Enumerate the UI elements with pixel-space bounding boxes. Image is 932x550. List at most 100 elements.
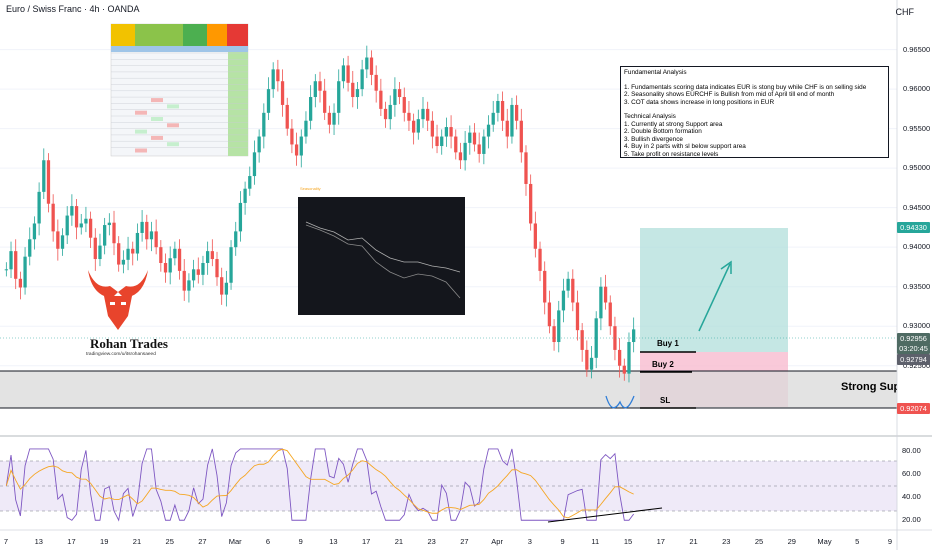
candle-body [383,108,388,120]
table-cell [151,98,163,103]
candle-body [229,247,233,283]
candle-body [369,57,374,75]
candle-body [617,349,622,366]
rsi-series [5,448,635,522]
chart-title: Euro / Swiss Franc · 4h · OANDA [6,4,140,14]
candle-body [14,251,18,279]
candle-body [393,89,397,105]
candle-body [42,160,46,192]
date-tick-label: 25 [754,537,764,546]
candle-body [346,65,350,83]
support-label: Strong Support [841,381,897,393]
date-tick-label: 21 [689,537,698,546]
candle-body [486,124,491,137]
seasonality-caption: Seasonality [300,186,321,191]
candle-body [149,231,154,240]
candle-body [173,248,177,259]
candle-body [140,221,144,233]
candle-body [18,278,23,288]
table-cell [151,135,163,140]
currency-label: CHF [895,7,915,17]
date-tick-label: 9 [298,537,303,546]
candle-body [65,215,69,236]
candle-body [491,112,495,125]
candle-body [365,57,369,70]
candle-body [182,270,186,291]
candle-body [234,231,238,248]
candle-body [622,365,626,374]
candle-body [210,251,214,260]
candle-body [112,222,116,244]
price-tick-label: 0.94500 [903,202,931,212]
date-tick-label: 29 [787,537,796,546]
candle-body [107,222,111,226]
candle-body [60,235,65,249]
candle-body [458,152,463,161]
support-zone [0,371,897,408]
fundamentals-table-image [110,23,249,157]
candle-body [4,269,8,271]
date-tick-label: 15 [623,537,633,546]
date-tick-label: 13 [34,537,43,546]
candle-body [449,127,453,137]
candle-body [280,81,285,105]
candle-body [594,318,598,358]
date-tick-label: 11 [591,537,600,546]
fundamental-item: 2. Seasonality shows EURCHF is Bullish f… [624,91,835,98]
technical-item: 1. Currently at strong Support area [624,120,723,128]
rsi-tick-label: 40.00 [902,492,921,502]
candle-body [84,218,88,224]
candle-body [70,206,74,216]
candle-body [416,119,420,133]
candle-body [308,97,313,121]
candle-body [510,104,514,137]
candle-body [28,239,32,257]
candle-body [257,136,261,153]
candle-body [93,237,97,260]
date-tick-label: 17 [67,537,76,546]
candle-body [599,286,603,319]
candle-body [603,286,608,303]
technical-item: 3. Bullish divergence [624,135,683,143]
fundamental-heading: Fundamental Analysis [624,69,687,76]
date-tick-label: 9 [887,537,893,546]
candle-body [454,136,458,153]
sl-label: SL [660,396,671,405]
candle-body [411,120,416,133]
candle-body [533,223,537,249]
candles [4,45,636,383]
candle-body [547,302,552,327]
candle-body [46,160,51,204]
date-tick-label: 23 [427,537,436,546]
fundamental-item: 3. COT data shows increase in long posit… [624,98,775,106]
candle-body [552,326,556,343]
candle-body [243,188,247,203]
date-tick-label: May [817,537,832,546]
date-tick-label: 19 [100,537,109,546]
price-tick-label: 0.95000 [903,163,931,173]
candle-body [379,90,383,109]
candle-body [271,69,275,90]
candle-body [145,221,149,240]
price-tick-label: 0.93000 [903,321,931,331]
table-cell [167,142,179,147]
candle-body [477,144,481,154]
date-tick-label: Mar [228,537,242,546]
candle-body [252,152,257,177]
candle-body [79,223,83,228]
candle-body [201,262,205,275]
table-cell [167,104,179,109]
date-tick-label: 7 [3,537,9,546]
candle-body [206,251,210,263]
analysis-note: Fundamental Analysis 1. Fundamentals sco… [620,66,889,158]
candle-body [285,104,289,129]
candle-body [613,326,617,350]
candle-body [56,231,60,249]
date-tick-label: 13 [329,537,338,546]
candle-body [561,290,566,311]
candle-body [575,302,580,331]
rsi-tick-label: 60.00 [902,469,921,479]
candle-body [388,104,392,120]
candle-body [341,65,346,82]
